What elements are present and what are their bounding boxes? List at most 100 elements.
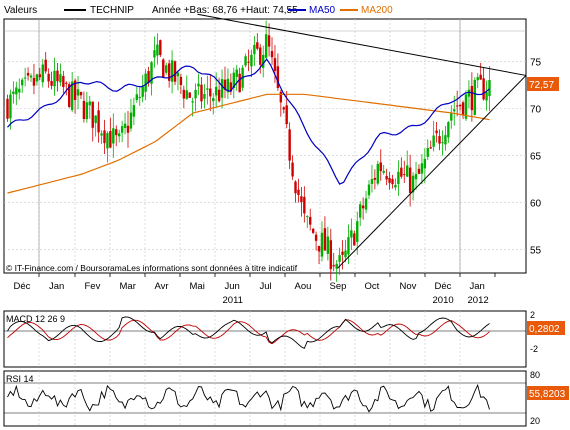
candle-up <box>423 158 427 169</box>
candle-down <box>379 162 382 172</box>
candle-down <box>267 35 271 47</box>
candle-down <box>6 98 9 119</box>
candle-down <box>279 91 283 103</box>
candle-down <box>300 196 303 203</box>
candle-up <box>176 72 180 77</box>
candle-down <box>373 177 377 180</box>
candle-down <box>317 245 321 252</box>
range-text: Année +Bas: 68,76 +Haut: 74,55 <box>152 5 298 16</box>
candle-down <box>91 101 94 128</box>
candle-down <box>270 51 274 58</box>
candle-down <box>182 89 186 99</box>
x-tick-label: Sep <box>330 281 347 292</box>
candle-up <box>370 179 374 184</box>
footer-text: © IT-Finance.com / BoursoramaLes informa… <box>6 263 298 273</box>
candle-up <box>235 69 238 78</box>
trendline <box>197 13 527 76</box>
candle-up <box>335 263 338 269</box>
candle-down <box>323 228 327 251</box>
candle-up <box>85 102 89 120</box>
candle-up <box>214 86 218 96</box>
x-tick-label: Nov <box>400 281 417 292</box>
candle-down <box>429 147 432 149</box>
candle-up <box>411 175 415 193</box>
year-label: 2010 <box>433 295 454 306</box>
candle-up <box>106 133 109 149</box>
macd-tick-top: 2 <box>530 310 535 320</box>
macd-label: MACD 12 26 9 <box>6 314 65 324</box>
candle-down <box>44 59 47 72</box>
price-y-tick-label: 60 <box>530 198 542 209</box>
candle-down <box>229 82 233 92</box>
candle-down <box>294 181 297 194</box>
candle-up <box>338 255 341 262</box>
candle-up <box>406 165 409 177</box>
x-tick-label: Déc <box>14 281 31 292</box>
macd-line <box>7 316 490 350</box>
year-label: 2012 <box>468 295 489 306</box>
candle-down <box>288 129 291 161</box>
candle-up <box>76 89 80 96</box>
candle-down <box>173 61 177 82</box>
x-tick-label: Jun <box>225 281 240 292</box>
candle-up <box>350 230 353 238</box>
last-price-badge <box>527 77 559 91</box>
candle-down <box>400 167 403 177</box>
ma50-label: MA50 <box>309 5 336 16</box>
candle-up <box>138 96 141 99</box>
rsi-grid <box>38 371 461 426</box>
candle-down <box>458 104 462 107</box>
candle-down <box>115 129 118 136</box>
x-tick-label: Jan <box>49 281 64 292</box>
candle-up <box>344 250 347 258</box>
x-tick-label: Aou <box>295 281 312 292</box>
x-tick-label: Oct <box>365 281 380 292</box>
candle-down <box>126 125 130 133</box>
candle-down <box>217 89 221 102</box>
candle-up <box>41 64 44 83</box>
candle-up <box>153 50 156 58</box>
price-panel: 55 60 65 70 75 © IT-Finance.com / Boursorama… <box>3 13 542 282</box>
candle-up <box>376 163 380 184</box>
candle-down <box>247 61 250 63</box>
candle-down <box>285 105 288 125</box>
candle-up <box>485 92 488 101</box>
candle-up <box>320 232 324 257</box>
candle-down <box>26 72 30 76</box>
rsi-tick-bottom: 20 <box>530 416 540 426</box>
candle-down <box>403 174 406 176</box>
candle-up <box>444 135 447 145</box>
candle-down <box>273 58 277 71</box>
rsi-last-value: 55,8203 <box>529 389 566 400</box>
trendline <box>337 75 527 269</box>
candle-down <box>311 228 315 233</box>
rsi-last-badge <box>527 386 569 400</box>
candle-up <box>12 91 15 95</box>
candle-up <box>467 89 471 97</box>
candle-up <box>358 204 362 218</box>
candle-down <box>238 73 241 93</box>
candle-down <box>309 216 312 225</box>
candle-up <box>194 89 197 99</box>
candle-down <box>341 251 344 255</box>
candle-down <box>455 105 459 107</box>
rsi-panel: RSI 14 80 20 <box>3 370 540 427</box>
candle-up <box>476 77 479 81</box>
candle-down <box>73 80 77 100</box>
candle-down <box>200 84 203 102</box>
macd-panel-frame <box>3 310 527 368</box>
candle-down <box>332 265 335 267</box>
candle-down <box>408 167 412 193</box>
candle-down <box>417 168 421 174</box>
candle-up <box>59 74 62 83</box>
candle-up <box>100 133 103 136</box>
candle-up <box>120 126 124 133</box>
x-tick-label: Jul <box>260 281 272 292</box>
candle-up <box>15 87 18 95</box>
candle-up <box>326 236 330 254</box>
candle-down <box>62 75 65 88</box>
x-tick-label: Avr <box>155 281 169 292</box>
candle-down <box>56 70 59 82</box>
candle-up <box>53 70 56 87</box>
candle-down <box>385 175 388 180</box>
